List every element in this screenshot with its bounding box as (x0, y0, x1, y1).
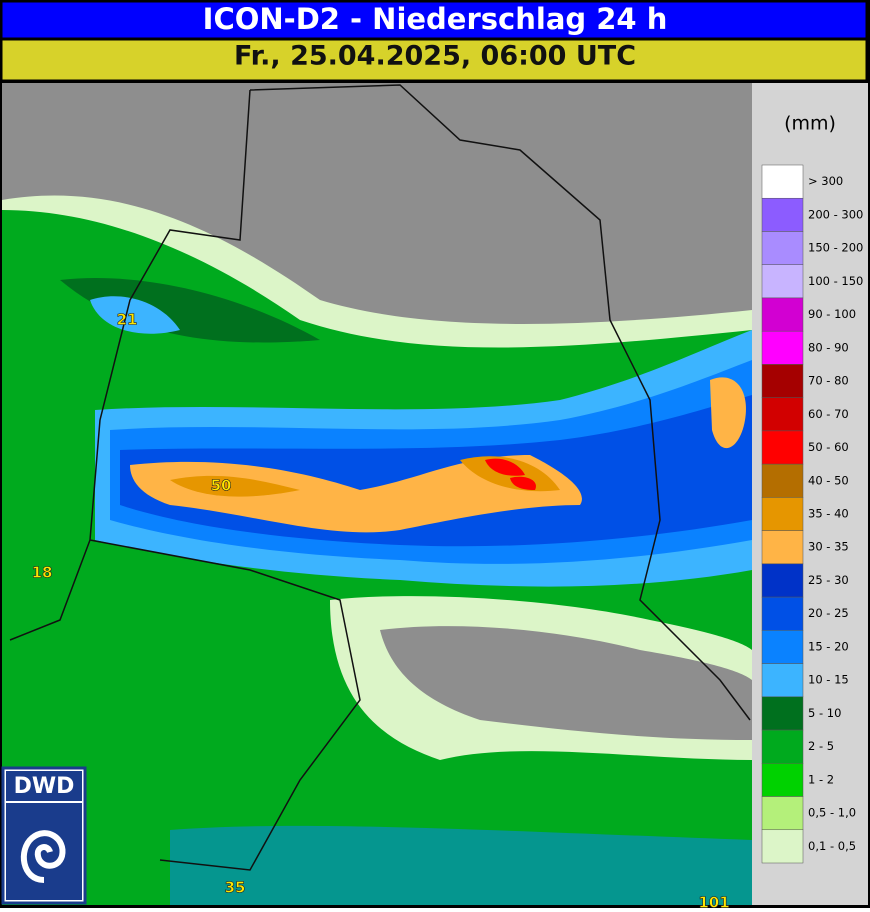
legend-swatch (761, 563, 804, 598)
legend-label: 90 - 100 (808, 307, 856, 321)
map-value-label: 18 (32, 564, 53, 582)
legend-label: 0,1 - 0,5 (808, 839, 856, 853)
map-value-label: 101 (698, 894, 729, 909)
legend-swatch (761, 197, 804, 232)
legend-swatch (761, 297, 804, 332)
map-value-label: 50 (211, 477, 232, 495)
logo-text: DWD (14, 774, 75, 799)
legend-swatch (761, 530, 804, 565)
legend-label: > 300 (808, 174, 843, 188)
legend-label: 150 - 200 (808, 241, 863, 255)
legend-label: 20 - 25 (808, 606, 849, 620)
legend-label: 70 - 80 (808, 374, 849, 388)
subtitle: Fr., 25.04.2025, 06:00 UTC (234, 41, 636, 72)
legend-swatch (761, 430, 804, 465)
legend: > 300 200 - 300 150 - 200 100 - 150 90 - 100… (761, 164, 863, 864)
legend-label: 40 - 50 (808, 473, 849, 487)
legend-label: 60 - 70 (808, 407, 849, 421)
legend-label: 25 - 30 (808, 573, 849, 587)
legend-swatch (761, 231, 804, 265)
legend-label: 15 - 20 (808, 639, 849, 653)
title: ICON-D2 - Niederschlag 24 h (203, 2, 668, 36)
legend-label: 2 - 5 (808, 739, 834, 753)
legend-swatch (761, 630, 804, 664)
legend-label: 100 - 150 (808, 274, 863, 288)
legend-swatch (761, 696, 804, 731)
legend-swatch (761, 397, 804, 432)
legend-swatch (761, 829, 804, 864)
legend-swatch (761, 729, 804, 764)
legend-swatch (761, 264, 804, 299)
legend-label: 30 - 35 (808, 540, 849, 554)
logo: DWD (1, 766, 87, 905)
map-labels: 21 50 18 35 101 (31, 310, 730, 912)
legend-swatch (761, 164, 804, 199)
legend-label: 35 - 40 (808, 507, 849, 521)
map-value-label: 21 (117, 311, 138, 329)
legend-label: 50 - 60 (808, 440, 849, 454)
legend-swatch (761, 763, 804, 797)
legend-label: 80 - 90 (808, 340, 849, 354)
map (2, 83, 752, 906)
legend-unit: (mm) (784, 113, 836, 135)
subtitle-bar (1, 39, 867, 81)
legend-swatch (761, 663, 804, 698)
legend-swatch (761, 796, 804, 831)
legend-swatch (761, 596, 804, 631)
legend-label: 0,5 - 1,0 (808, 806, 856, 820)
legend-label: 1 - 2 (808, 772, 834, 786)
legend-label: 10 - 15 (808, 673, 849, 687)
legend-label: 200 - 300 (808, 207, 863, 221)
map-value-label: 35 (225, 879, 246, 897)
legend-swatch (761, 364, 804, 398)
legend-swatch (761, 497, 804, 531)
legend-swatch (761, 463, 804, 498)
legend-label: 5 - 10 (808, 706, 841, 720)
title-bar (1, 1, 867, 39)
legend-swatch (761, 330, 804, 365)
